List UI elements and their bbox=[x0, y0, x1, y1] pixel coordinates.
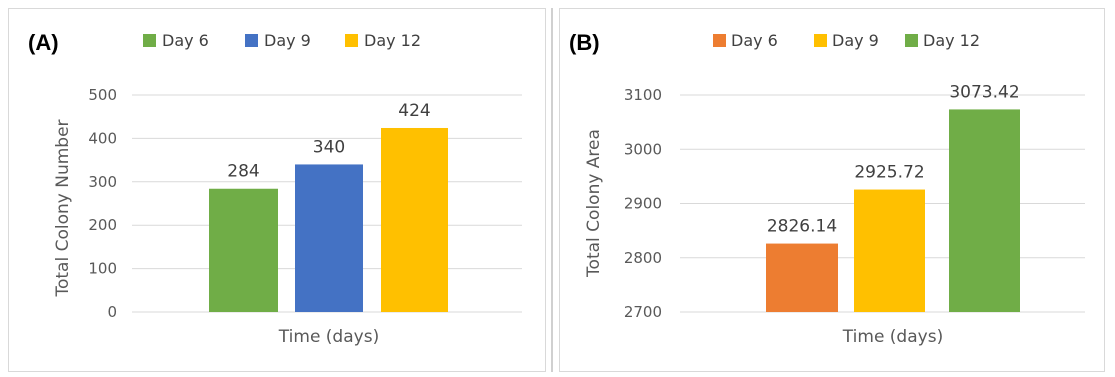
chart-panel-b: (B) 2700 2800 2900 3000 3100 2826.14 2925.72 307… bbox=[555, 0, 1115, 377]
chart-a-y-tick-label: 200 bbox=[88, 216, 117, 234]
chart-a-data-label: 424 bbox=[398, 101, 430, 121]
chart-a-legend-label: Day 12 bbox=[364, 31, 421, 50]
chart-b-y-tick-label: 2700 bbox=[624, 303, 662, 321]
chart-b-bar-day-12 bbox=[949, 109, 1020, 312]
chart-a-bar-day-6 bbox=[209, 188, 278, 312]
chart-a-y-tick-label: 0 bbox=[107, 303, 117, 321]
chart-b-legend-label: Day 12 bbox=[923, 31, 980, 50]
chart-b-frame bbox=[559, 8, 1105, 372]
chart-a-legend-label: Day 6 bbox=[162, 31, 209, 50]
chart-a-legend-swatch bbox=[345, 34, 358, 47]
chart-a-data-label: 340 bbox=[313, 137, 345, 157]
chart-b-legend-label: Day 6 bbox=[731, 31, 778, 50]
chart-a-frame bbox=[8, 8, 546, 372]
chart-b-data-label: 2925.72 bbox=[854, 163, 924, 183]
chart-a-legend-label: Day 9 bbox=[264, 31, 311, 50]
chart-panel-a: (A) 0 100 200 300 400 500 284 340 424 Day 6 Day 9 Da… bbox=[0, 0, 550, 377]
chart-b-legend-swatch bbox=[905, 34, 918, 47]
chart-b-y-tick-label: 2900 bbox=[624, 195, 662, 213]
chart-a-legend-swatch bbox=[245, 34, 258, 47]
chart-b-bar-day-9 bbox=[854, 189, 925, 312]
chart-b-legend-swatch bbox=[814, 34, 827, 47]
chart-a-y-axis-title: Total Colony Number bbox=[53, 119, 73, 297]
chart-a-svg: (A) 0 100 200 300 400 500 284 340 424 Day 6 Day 9 Da… bbox=[28, 30, 522, 347]
chart-b-panel-label: (B) bbox=[569, 30, 600, 55]
chart-b-data-label: 2826.14 bbox=[767, 217, 837, 237]
chart-b-y-tick-label: 2800 bbox=[624, 249, 662, 267]
chart-a-y-tick-label: 300 bbox=[88, 173, 117, 191]
chart-a-y-tick-label: 500 bbox=[88, 86, 117, 104]
chart-a-bar-day-9 bbox=[295, 164, 363, 312]
chart-b-svg: (B) 2700 2800 2900 3000 3100 2826.14 2925.72 307… bbox=[569, 30, 1085, 347]
chart-a-bar-day-12 bbox=[381, 127, 448, 312]
chart-a-y-tick-label: 400 bbox=[88, 129, 117, 147]
chart-b-legend-label: Day 9 bbox=[832, 31, 879, 50]
chart-a-x-axis-title: Time (days) bbox=[278, 327, 379, 347]
panel-divider bbox=[551, 8, 553, 372]
chart-b-y-tick-label: 3000 bbox=[624, 140, 662, 158]
chart-a-legend-swatch bbox=[143, 34, 156, 47]
chart-b-legend-swatch bbox=[713, 34, 726, 47]
chart-a-y-tick-label: 100 bbox=[88, 260, 117, 278]
chart-a-data-label: 284 bbox=[227, 162, 259, 182]
chart-b-bar-day-6 bbox=[766, 243, 838, 312]
chart-b-x-axis-title: Time (days) bbox=[842, 327, 943, 347]
chart-b-data-label: 3073.42 bbox=[949, 82, 1019, 102]
chart-b-y-axis-title: Total Colony Area bbox=[584, 129, 604, 278]
chart-b-y-tick-label: 3100 bbox=[624, 86, 662, 104]
chart-a-panel-label: (A) bbox=[28, 30, 59, 55]
